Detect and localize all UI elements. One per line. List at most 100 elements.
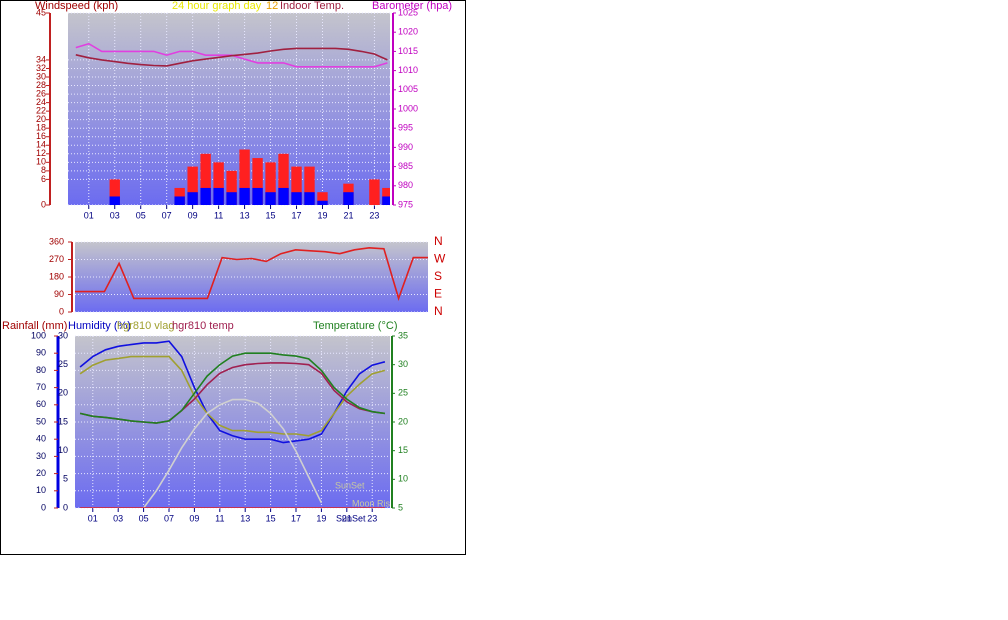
y-tick-label: 10: [36, 485, 46, 495]
x-tick-label: 15: [266, 513, 276, 523]
y-tick-label: 360: [49, 236, 64, 246]
bar: [278, 153, 289, 205]
plot-series: [75, 42, 390, 205]
y-tick-label: 6: [41, 174, 46, 184]
chart-subtitle: 12: [266, 0, 278, 12]
y3-tick-label: 5: [63, 474, 68, 484]
bar: [109, 179, 120, 205]
bar: [174, 196, 185, 205]
x-tick-label: 13: [240, 513, 250, 523]
y-tick-label: 20: [36, 468, 46, 478]
y-tick-label: 60: [36, 399, 46, 409]
plot-area: [75, 336, 390, 508]
panel: 01 03 05 07 09 11 13 15 17 19 21 230681012141618202…: [36, 7, 418, 220]
y2-tick-label: 5: [398, 502, 403, 512]
y3-tick-label: 20: [58, 388, 68, 398]
y-tick-label: 32: [36, 63, 46, 73]
bar: [226, 192, 237, 205]
chart-title: 24 hour graph day: [172, 0, 262, 12]
y-tick-label: 0: [59, 306, 64, 316]
y-tick-label: 100: [31, 330, 46, 340]
y2-tick-label: 1010: [398, 65, 418, 75]
bar: [252, 187, 263, 205]
y2-tick-label: 995: [398, 123, 413, 133]
x-tick-label: 11: [214, 210, 223, 220]
x-tick-label: 17: [291, 513, 301, 523]
y-tick-label: 30: [36, 71, 46, 81]
y3-tick-label: 15: [58, 416, 68, 426]
bar: [304, 166, 315, 205]
x-tick-label: 01: [84, 210, 94, 220]
y2-tick-label: S: [434, 269, 442, 283]
y-tick-label: 22: [36, 106, 46, 116]
bar: [265, 162, 276, 205]
bar: [213, 162, 224, 205]
panel: 01 03 05 07 09 11 13 15 17 19 21 230102030405060708…: [31, 330, 408, 523]
y-tick-label: 16: [36, 131, 46, 141]
y2-tick-label: 1000: [398, 103, 418, 113]
x-tick-label: 05: [139, 513, 149, 523]
annotation: SunSet: [336, 513, 366, 523]
y-tick-label: 34: [36, 54, 46, 64]
y3-tick-label: 10: [58, 445, 68, 455]
y2-tick-label: 20: [398, 416, 408, 426]
y-tick-label: 50: [36, 416, 46, 426]
y3-tick-label: 25: [58, 359, 68, 369]
bar: [226, 170, 237, 205]
y-tick-label: 0: [41, 502, 46, 512]
y2-tick-label: 25: [398, 388, 408, 398]
y-tick-label: 26: [36, 88, 46, 98]
bar: [369, 179, 380, 205]
plot-series: [75, 246, 428, 301]
y2-tick-label: 990: [398, 142, 413, 152]
x-tick-label: 09: [189, 513, 199, 523]
y2-tick-label: 985: [398, 161, 413, 171]
bar: [343, 192, 354, 205]
y2-axis-label: Barometer (hpa): [372, 0, 452, 12]
bar: [109, 196, 120, 205]
x-tick-label: 03: [113, 513, 123, 523]
series-line: [75, 47, 388, 67]
x-tick-label: 23: [367, 513, 377, 523]
y-tick-label: 90: [54, 289, 64, 299]
y-tick-label: 30: [36, 451, 46, 461]
bar: [213, 187, 224, 205]
bar: [239, 187, 250, 205]
bar: [200, 153, 211, 205]
x-tick-label: 21: [343, 210, 353, 220]
x-tick-label: 17: [292, 210, 302, 220]
series-line: [79, 352, 386, 424]
y-tick-label: 45: [36, 7, 46, 17]
y2-tick-label: W: [434, 252, 446, 266]
x-tick-label: 13: [240, 210, 250, 220]
y-axis-label: Windspeed (kph): [35, 0, 118, 12]
bar: [187, 166, 198, 205]
bar: [317, 200, 328, 205]
y-tick-label: 20: [36, 114, 46, 124]
plot-series: SunSet Moon Rise: [79, 340, 395, 508]
series-line: [142, 398, 323, 508]
y-tick-label: 80: [36, 365, 46, 375]
x-tick-label: 23: [369, 210, 379, 220]
y-tick-label: 18: [36, 123, 46, 133]
y2-tick-label: 35: [398, 330, 408, 340]
y2-tick-label: N: [434, 304, 443, 318]
y2-tick-label: 1025: [398, 7, 418, 17]
x-tick-label: 11: [215, 513, 224, 523]
bar: [304, 192, 315, 205]
bar: [265, 192, 276, 205]
x-tick-label: 19: [316, 513, 326, 523]
bar: [187, 192, 198, 205]
y2-tick-label: E: [434, 287, 442, 301]
y-tick-label: 40: [36, 434, 46, 444]
y-tick-label: 12: [36, 148, 46, 158]
bar: [200, 187, 211, 205]
x-tick-label: 01: [88, 513, 98, 523]
y2-tick-label: 1020: [398, 27, 418, 37]
y2-tick-label: 10: [398, 474, 408, 484]
annotation: Moon Rise: [352, 498, 395, 508]
y3-tick-label: 0: [63, 502, 68, 512]
x-tick-label: 07: [162, 210, 172, 220]
